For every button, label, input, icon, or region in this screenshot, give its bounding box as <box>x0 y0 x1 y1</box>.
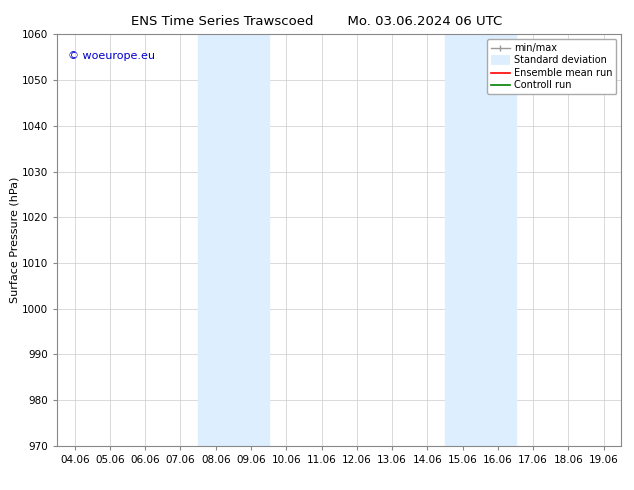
Bar <box>445 34 515 446</box>
Text: © woeurope.eu: © woeurope.eu <box>68 51 155 61</box>
Bar <box>198 34 269 446</box>
Text: ENS Time Series Trawscoed        Mo. 03.06.2024 06 UTC: ENS Time Series Trawscoed Mo. 03.06.2024… <box>131 15 503 28</box>
Y-axis label: Surface Pressure (hPa): Surface Pressure (hPa) <box>9 177 19 303</box>
Legend: min/max, Standard deviation, Ensemble mean run, Controll run: min/max, Standard deviation, Ensemble me… <box>487 39 616 94</box>
